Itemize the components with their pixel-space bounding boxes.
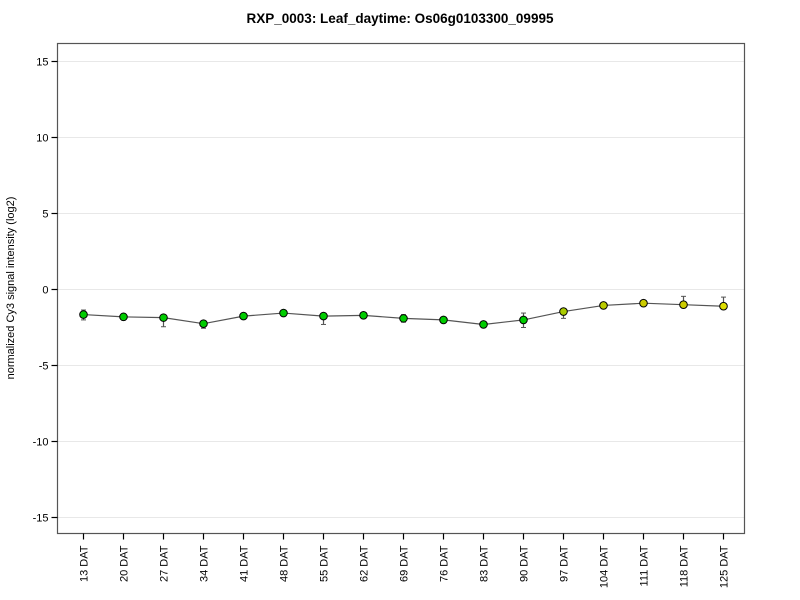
data-point bbox=[479, 320, 488, 329]
x-tick-label: 125 DAT bbox=[719, 545, 731, 588]
data-point bbox=[159, 313, 168, 322]
y-axis-ticks: 15 10 5 0 -5 -10 -15 bbox=[33, 57, 58, 525]
data-point bbox=[639, 298, 648, 308]
data-point bbox=[359, 311, 368, 320]
data-point bbox=[719, 301, 728, 311]
x-tick-label: 90 DAT bbox=[519, 545, 531, 582]
x-tick-label: 111 DAT bbox=[639, 545, 651, 586]
y-tick-label: 0 bbox=[42, 285, 48, 297]
data-point bbox=[239, 311, 248, 321]
x-tick-label: 76 DAT bbox=[439, 545, 451, 582]
x-axis-ticks: 13 DAT 20 DAT 27 DAT 34 DAT 41 DAT 48 DAT 55 D… bbox=[79, 533, 731, 588]
x-tick-label: 48 DAT bbox=[279, 545, 291, 582]
x-tick-label: 62 DAT bbox=[359, 545, 371, 582]
x-tick-label: 55 DAT bbox=[319, 545, 331, 582]
x-tick-label: 41 DAT bbox=[239, 545, 251, 582]
y-tick-label: -10 bbox=[33, 437, 49, 449]
y-axis-label: normalized Cy3 signal intensity (log2) bbox=[5, 197, 17, 380]
x-tick-label: 97 DAT bbox=[559, 545, 571, 582]
y-tick-label: -5 bbox=[39, 361, 49, 373]
data-point bbox=[599, 301, 608, 310]
chart-title: RXP_0003: Leaf_daytime: Os06g0103300_099… bbox=[247, 11, 554, 26]
x-tick-label: 83 DAT bbox=[479, 545, 491, 582]
data-point bbox=[399, 314, 408, 323]
x-tick-label: 34 DAT bbox=[199, 545, 211, 582]
y-tick-label: -15 bbox=[33, 513, 49, 525]
data-point bbox=[679, 300, 688, 310]
x-tick-label: 20 DAT bbox=[119, 545, 131, 582]
data-point bbox=[519, 315, 528, 325]
y-tick-label: 5 bbox=[42, 209, 48, 221]
y-tick-label: 15 bbox=[36, 57, 48, 69]
data-point bbox=[439, 315, 448, 325]
x-tick-label: 118 DAT bbox=[679, 545, 691, 587]
x-tick-label: 104 DAT bbox=[599, 545, 611, 588]
x-tick-label: 27 DAT bbox=[159, 545, 171, 582]
y-tick-label: 10 bbox=[36, 133, 48, 145]
data-point bbox=[559, 307, 568, 316]
data-point bbox=[199, 319, 208, 329]
data-point bbox=[279, 308, 288, 318]
x-tick-label: 13 DAT bbox=[79, 545, 91, 582]
data-point bbox=[79, 310, 88, 319]
gridlines bbox=[57, 61, 745, 518]
data-point bbox=[119, 312, 128, 322]
data-series bbox=[79, 295, 728, 329]
data-point bbox=[319, 311, 328, 321]
plot-border bbox=[56, 42, 746, 535]
x-tick-label: 69 DAT bbox=[399, 545, 411, 582]
